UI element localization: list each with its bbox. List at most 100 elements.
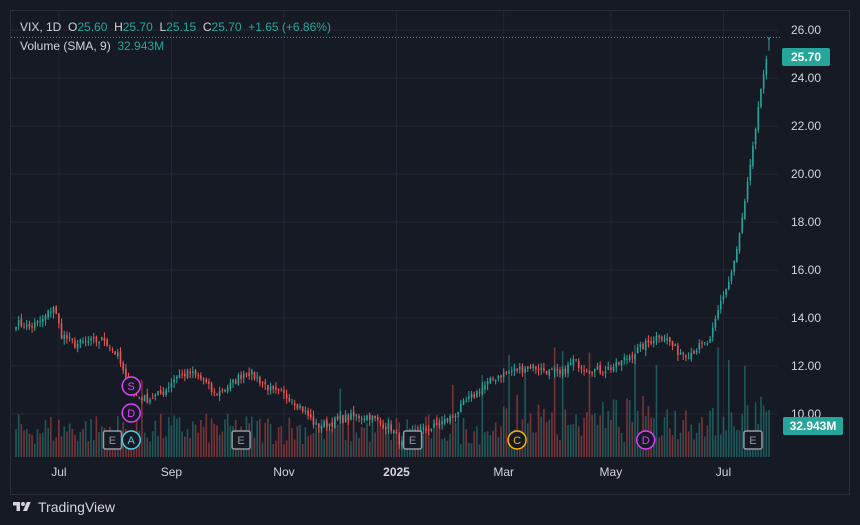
volume-bar	[226, 413, 229, 457]
volume-bar	[559, 440, 561, 457]
candle-body	[760, 88, 762, 108]
candle-body	[320, 425, 323, 429]
candle-body	[301, 406, 304, 412]
candle-body	[591, 371, 593, 374]
candle-body	[395, 432, 398, 434]
volume-bar	[468, 442, 470, 457]
candle-body	[146, 393, 149, 404]
earnings-marker-letter: E	[749, 435, 756, 447]
volume-bar	[60, 436, 63, 457]
candle-body	[733, 260, 735, 272]
volume-bar	[572, 424, 575, 457]
volume-bar	[602, 402, 604, 457]
volume-bar	[433, 418, 435, 457]
volume-bar	[47, 427, 49, 457]
volume-bar	[711, 407, 714, 457]
candle-body	[221, 390, 224, 392]
x-tick-label: 2025	[383, 465, 410, 479]
volume-bar	[489, 435, 492, 457]
candle-body	[647, 340, 650, 343]
volume-bar	[127, 443, 130, 457]
candle-body	[151, 397, 154, 399]
y-tick-label: 22.00	[791, 119, 821, 133]
candle-body	[553, 370, 556, 372]
candle-body	[326, 420, 328, 428]
volume-bar	[569, 424, 572, 457]
candle-body	[352, 411, 355, 417]
candle-body	[291, 401, 293, 403]
volume-bar	[74, 434, 76, 457]
event-marker-letter: D	[127, 408, 135, 420]
volume-bar	[167, 417, 170, 457]
volume-bar	[157, 435, 159, 457]
volume-bar	[350, 441, 352, 457]
volume-bar	[505, 408, 508, 457]
candle-body	[594, 368, 596, 372]
candle-body	[58, 313, 60, 324]
volume-bar	[387, 417, 390, 457]
candle-body	[655, 335, 658, 341]
volume-bar	[221, 431, 224, 457]
volume-bar	[631, 422, 634, 457]
volume-bar	[422, 435, 425, 457]
volume-bar	[709, 410, 711, 457]
volume-bar	[264, 422, 267, 457]
x-tick-label: Jul	[716, 465, 731, 479]
volume-bar	[473, 431, 476, 457]
candle-body	[762, 74, 765, 89]
volume-bar	[275, 440, 277, 457]
candle-body	[516, 368, 518, 372]
candle-body	[283, 389, 285, 394]
candle-body	[435, 423, 438, 426]
candle-body	[502, 372, 505, 377]
volume-bar	[326, 416, 328, 457]
candle-body	[679, 352, 682, 355]
x-tick-label: May	[600, 465, 623, 479]
volume-bar	[494, 422, 497, 457]
candle-body	[371, 415, 374, 420]
volume-bar	[741, 413, 744, 457]
x-tick-label: Nov	[273, 465, 294, 479]
x-tick-label: Mar	[493, 465, 514, 479]
candle-body	[430, 428, 433, 431]
volume-bar	[666, 409, 668, 457]
volume-bar	[561, 351, 564, 457]
candle-body	[556, 368, 559, 372]
volume-bar	[291, 428, 293, 457]
volume-bar	[224, 419, 226, 457]
candle-body	[583, 370, 585, 372]
candle-body	[701, 342, 703, 344]
candle-body	[468, 396, 470, 400]
candle-body	[567, 364, 569, 374]
candle-body	[108, 347, 111, 349]
earnings-marker-letter: E	[237, 435, 244, 447]
volume-bar	[253, 437, 256, 457]
volume-bar	[508, 354, 510, 457]
volume-bar	[68, 423, 71, 457]
symbol-label: VIX, 1D	[20, 20, 62, 34]
volume-bar	[318, 428, 320, 457]
candle-body	[232, 379, 234, 383]
candle-body	[422, 427, 425, 430]
volume-bar	[320, 419, 323, 457]
volume-bar	[577, 426, 580, 457]
candle-body	[671, 340, 674, 346]
volume-bar	[36, 429, 39, 457]
candle-body	[208, 381, 210, 384]
candle-body	[757, 107, 760, 131]
earnings-marker-icon	[102, 430, 123, 450]
volume-bar	[304, 427, 307, 457]
candle-body	[524, 369, 526, 373]
candle-body	[626, 358, 628, 360]
candle-body	[728, 281, 730, 290]
volume-bar	[762, 405, 765, 457]
volume-value: 32.943M	[117, 39, 165, 53]
candle-body	[564, 368, 567, 374]
candle-body	[390, 424, 392, 432]
candle-body	[248, 372, 250, 377]
candle-body	[465, 400, 467, 402]
tradingview-brand[interactable]: TradingView	[12, 497, 115, 517]
candle-body	[192, 371, 194, 373]
candle-body	[272, 385, 275, 390]
